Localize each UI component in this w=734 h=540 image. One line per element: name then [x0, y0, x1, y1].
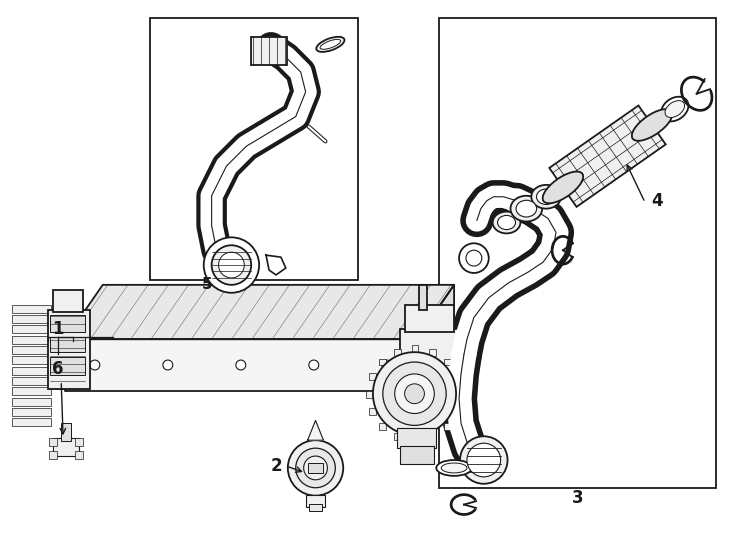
Bar	[12, 398, 51, 406]
Polygon shape	[416, 285, 454, 391]
Bar	[51, 314, 85, 332]
Bar	[399, 446, 435, 464]
Bar	[394, 349, 401, 356]
Text: 1: 1	[52, 320, 64, 339]
Circle shape	[404, 384, 424, 403]
Bar	[49, 438, 57, 446]
Circle shape	[373, 352, 456, 435]
Bar	[412, 345, 418, 352]
Text: 4: 4	[651, 192, 663, 210]
Circle shape	[90, 360, 100, 370]
Bar	[308, 504, 322, 511]
Bar	[454, 373, 460, 380]
Bar	[54, 438, 79, 456]
Bar	[549, 105, 666, 207]
Polygon shape	[65, 339, 416, 391]
Circle shape	[304, 456, 327, 480]
Bar	[396, 428, 436, 448]
Ellipse shape	[665, 100, 685, 118]
Bar	[49, 451, 57, 459]
Circle shape	[211, 245, 251, 285]
Circle shape	[204, 238, 259, 293]
Bar	[12, 356, 51, 365]
Ellipse shape	[493, 212, 520, 233]
Ellipse shape	[511, 196, 542, 221]
Bar	[429, 349, 436, 356]
Bar	[12, 305, 51, 313]
Bar	[419, 285, 427, 309]
Ellipse shape	[661, 97, 688, 122]
Bar	[308, 463, 324, 473]
Circle shape	[395, 374, 435, 414]
Bar	[150, 18, 358, 280]
Bar	[12, 367, 51, 375]
Bar	[379, 423, 386, 430]
Text: 6: 6	[52, 360, 64, 378]
Ellipse shape	[537, 189, 556, 205]
Circle shape	[288, 440, 344, 496]
Bar	[75, 451, 83, 459]
Circle shape	[459, 244, 489, 273]
Circle shape	[309, 360, 319, 370]
Bar	[54, 290, 83, 312]
Bar	[251, 37, 287, 65]
Bar	[394, 433, 401, 440]
Bar	[399, 329, 464, 384]
Circle shape	[383, 362, 446, 426]
Bar	[457, 391, 464, 397]
Ellipse shape	[531, 185, 561, 208]
Bar	[12, 315, 51, 323]
Bar	[12, 418, 51, 427]
Bar	[61, 423, 71, 441]
Circle shape	[296, 448, 335, 488]
Bar	[412, 436, 418, 443]
Ellipse shape	[320, 39, 341, 49]
Bar	[439, 18, 716, 488]
Circle shape	[466, 250, 482, 266]
Bar	[75, 438, 83, 446]
Bar	[305, 495, 325, 507]
Circle shape	[219, 252, 244, 278]
Bar	[366, 391, 373, 397]
Bar	[12, 408, 51, 416]
Ellipse shape	[632, 109, 672, 141]
Bar	[429, 433, 436, 440]
Text: 5: 5	[201, 278, 212, 292]
Bar	[12, 325, 51, 333]
Ellipse shape	[436, 460, 472, 476]
Polygon shape	[308, 421, 324, 440]
Bar	[454, 408, 460, 415]
Circle shape	[382, 360, 392, 370]
Bar	[404, 305, 454, 332]
Bar	[12, 377, 51, 385]
Bar	[369, 373, 377, 380]
Bar	[51, 338, 85, 352]
Circle shape	[460, 436, 507, 484]
Circle shape	[236, 360, 246, 370]
Polygon shape	[65, 285, 454, 339]
Ellipse shape	[498, 215, 515, 230]
Bar	[48, 309, 90, 389]
Bar	[12, 336, 51, 343]
Ellipse shape	[542, 172, 584, 203]
Bar	[12, 346, 51, 354]
Ellipse shape	[441, 463, 467, 473]
Bar	[444, 423, 451, 430]
Bar	[12, 387, 51, 395]
Bar	[369, 408, 377, 415]
Text: 3: 3	[572, 489, 584, 507]
Bar	[379, 359, 386, 366]
Text: 2: 2	[270, 457, 282, 475]
Circle shape	[467, 443, 501, 477]
Ellipse shape	[316, 37, 344, 52]
Bar	[444, 359, 451, 366]
Circle shape	[163, 360, 172, 370]
Ellipse shape	[516, 200, 537, 217]
Bar	[51, 357, 85, 375]
